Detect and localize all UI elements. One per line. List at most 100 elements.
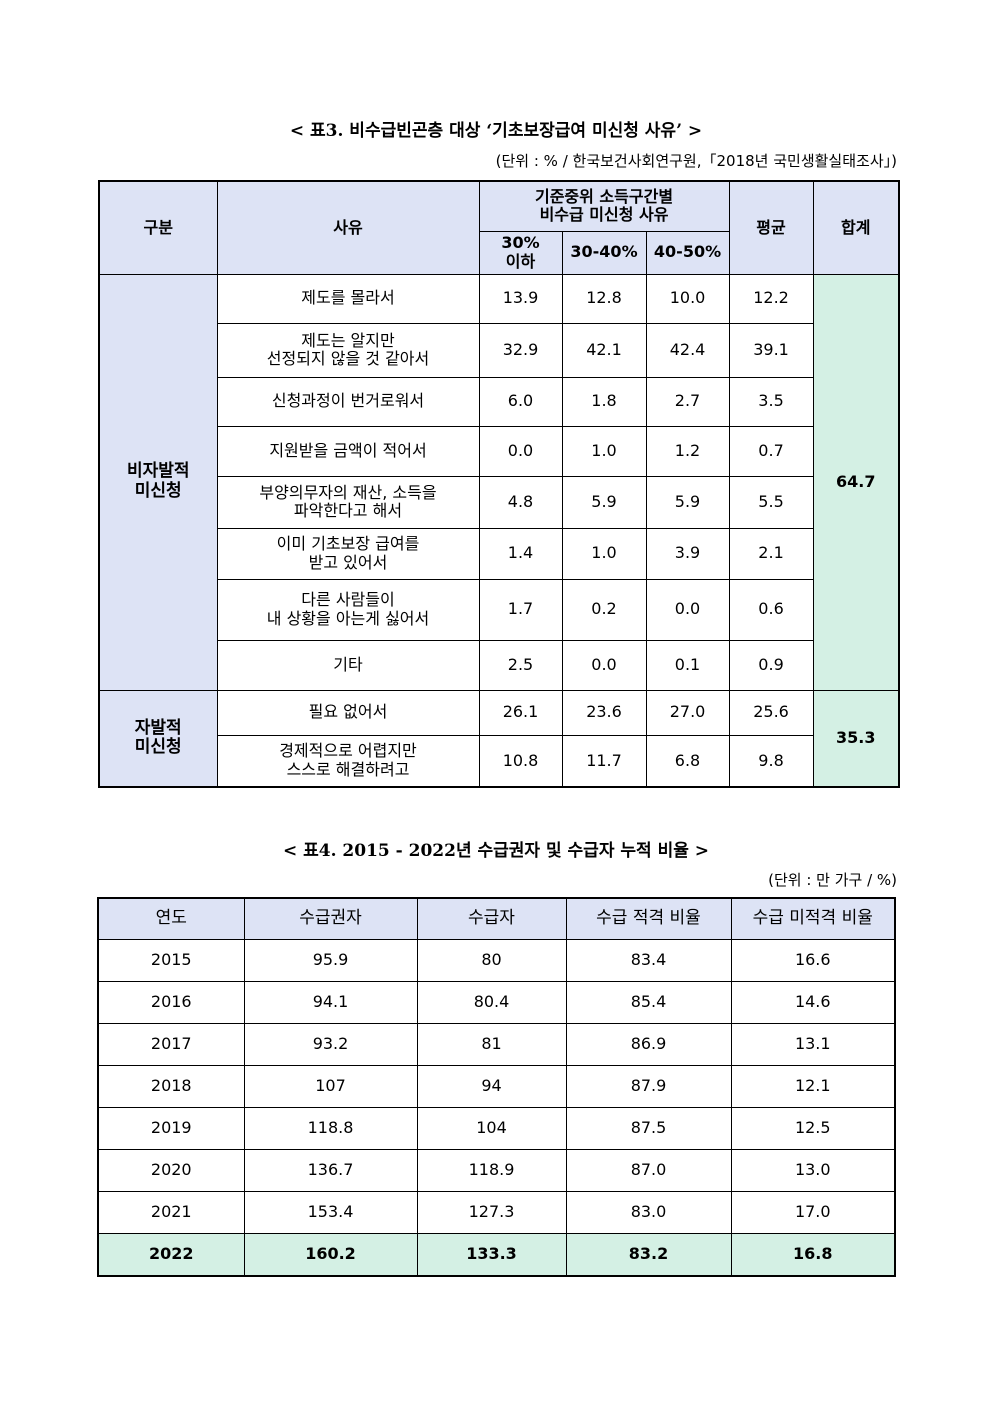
recipients-cell: 133.3 bbox=[416, 1233, 567, 1277]
average-cell: 2.1 bbox=[728, 527, 814, 580]
value-40-50-cell: 10.0 bbox=[645, 273, 730, 324]
table-row: 2021 153.4 127.3 83.0 17.0 bbox=[97, 1191, 896, 1234]
average-cell: 0.9 bbox=[728, 639, 814, 691]
table-row: 이미 기초보장 급여를 받고 있어서 1.4 1.0 3.9 2.1 bbox=[99, 527, 899, 580]
header-eligible: 수급권자 bbox=[243, 897, 418, 940]
group-total: 35.3 bbox=[812, 689, 900, 788]
average-cell: 9.8 bbox=[728, 734, 814, 788]
value-40-50-cell: 2.7 bbox=[645, 376, 730, 427]
year-cell: 2022 bbox=[97, 1233, 245, 1277]
table-row: 지원받을 금액이 적어서 0.0 1.0 1.2 0.7 bbox=[99, 425, 899, 477]
value-40-50-cell: 0.0 bbox=[645, 578, 730, 641]
year-cell: 2015 bbox=[97, 939, 245, 982]
average-cell: 0.6 bbox=[728, 578, 814, 641]
table-row: 제도는 알지만 선정되지 않을 것 같아서 32.9 42.1 42.4 39.1 bbox=[99, 322, 899, 378]
value-30-40-cell: 5.9 bbox=[561, 475, 647, 529]
value-30-cell: 4.8 bbox=[478, 475, 563, 529]
eligible-cell: 94.1 bbox=[243, 981, 418, 1024]
value-30-cell: 10.8 bbox=[478, 734, 563, 788]
year-cell: 2020 bbox=[97, 1149, 245, 1192]
header-reason: 사유 bbox=[216, 180, 480, 275]
eligible-ratio-cell: 83.0 bbox=[565, 1191, 732, 1234]
table-row: 2019 118.8 104 87.5 12.5 bbox=[97, 1107, 896, 1150]
recipients-cell: 118.9 bbox=[416, 1149, 567, 1192]
value-30-40-cell: 42.1 bbox=[561, 322, 647, 378]
year-cell: 2016 bbox=[97, 981, 245, 1024]
eligible-cell: 153.4 bbox=[243, 1191, 418, 1234]
ineligible-ratio-cell: 13.1 bbox=[730, 1023, 896, 1066]
reason-cell: 다른 사람들이 내 상황을 아는게 싫어서 bbox=[216, 578, 480, 641]
value-40-50-cell: 6.8 bbox=[645, 734, 730, 788]
header-average: 평균 bbox=[728, 180, 814, 275]
average-cell: 5.5 bbox=[728, 475, 814, 529]
header-income-group: 기준중위 소득구간별 비수급 미신청 사유 bbox=[478, 180, 730, 232]
table4-title: < 표4. 2015 - 2022년 수급권자 및 수급자 누적 비율 > bbox=[282, 841, 710, 861]
group-label: 비자발적 미신청 bbox=[98, 273, 218, 691]
eligible-cell: 136.7 bbox=[243, 1149, 418, 1192]
table-row: 2015 95.9 80 83.4 16.6 bbox=[97, 939, 896, 982]
average-cell: 25.6 bbox=[728, 689, 814, 736]
value-30-cell: 0.0 bbox=[478, 425, 563, 477]
table-row: 2017 93.2 81 86.9 13.1 bbox=[97, 1023, 896, 1066]
year-cell: 2017 bbox=[97, 1023, 245, 1066]
year-cell: 2018 bbox=[97, 1065, 245, 1108]
group-total: 64.7 bbox=[812, 273, 900, 691]
reason-cell: 제도를 몰라서 bbox=[216, 273, 480, 324]
header-eligible-ratio: 수급 적격 비율 bbox=[565, 897, 732, 940]
value-30-cell: 2.5 bbox=[478, 639, 563, 691]
reason-cell: 기타 bbox=[216, 639, 480, 691]
table3-title: < 표3. 비수급빈곤층 대상 ‘기초보장급여 미신청 사유’ > bbox=[289, 121, 703, 141]
header-total: 합계 bbox=[812, 180, 900, 275]
reason-cell: 이미 기초보장 급여를 받고 있어서 bbox=[216, 527, 480, 580]
value-30-40-cell: 1.0 bbox=[561, 527, 647, 580]
eligible-cell: 107 bbox=[243, 1065, 418, 1108]
reason-cell: 필요 없어서 bbox=[216, 689, 480, 736]
header-recipients: 수급자 bbox=[416, 897, 567, 940]
eligible-ratio-cell: 83.4 bbox=[565, 939, 732, 982]
table-row: 기타 2.5 0.0 0.1 0.9 bbox=[99, 639, 899, 691]
value-30-40-cell: 0.2 bbox=[561, 578, 647, 641]
header-sub-30: 30% 이하 bbox=[478, 230, 563, 275]
value-40-50-cell: 3.9 bbox=[645, 527, 730, 580]
value-30-40-cell: 23.6 bbox=[561, 689, 647, 736]
eligible-cell: 93.2 bbox=[243, 1023, 418, 1066]
value-30-40-cell: 0.0 bbox=[561, 639, 647, 691]
value-40-50-cell: 1.2 bbox=[645, 425, 730, 477]
reason-cell: 경제적으로 어렵지만 스스로 해결하려고 bbox=[216, 734, 480, 788]
reason-cell: 지원받을 금액이 적어서 bbox=[216, 425, 480, 477]
value-30-cell: 13.9 bbox=[478, 273, 563, 324]
ineligible-ratio-cell: 17.0 bbox=[730, 1191, 896, 1234]
reason-table: 구분 사유 기준중위 소득구간별 비수급 미신청 사유 평균 합계 30% 이하… bbox=[98, 180, 901, 788]
value-30-cell: 1.7 bbox=[478, 578, 563, 641]
ineligible-ratio-cell: 16.6 bbox=[730, 939, 896, 982]
average-cell: 0.7 bbox=[728, 425, 814, 477]
reason-cell: 신청과정이 번거로워서 bbox=[216, 376, 480, 427]
table-row: 2022 160.2 133.3 83.2 16.8 bbox=[97, 1233, 896, 1277]
eligible-ratio-cell: 85.4 bbox=[565, 981, 732, 1024]
value-30-40-cell: 11.7 bbox=[561, 734, 647, 788]
eligible-ratio-cell: 87.9 bbox=[565, 1065, 732, 1108]
header-sub-30-40: 30-40% bbox=[561, 230, 647, 275]
value-40-50-cell: 27.0 bbox=[645, 689, 730, 736]
ineligible-ratio-cell: 12.5 bbox=[730, 1107, 896, 1150]
group-label: 자발적 미신청 bbox=[98, 689, 218, 788]
value-30-40-cell: 12.8 bbox=[561, 273, 647, 324]
recipient-ratio-table: 연도 수급권자 수급자 수급 적격 비율 수급 미적격 비율 2015 95.9 8… bbox=[97, 897, 896, 1277]
eligible-ratio-cell: 87.0 bbox=[565, 1149, 732, 1192]
header-sub-40-50: 40-50% bbox=[645, 230, 730, 275]
eligible-cell: 95.9 bbox=[243, 939, 418, 982]
year-cell: 2021 bbox=[97, 1191, 245, 1234]
eligible-cell: 118.8 bbox=[243, 1107, 418, 1150]
value-40-50-cell: 5.9 bbox=[645, 475, 730, 529]
reason-cell: 제도는 알지만 선정되지 않을 것 같아서 bbox=[216, 322, 480, 378]
value-30-40-cell: 1.8 bbox=[561, 376, 647, 427]
ineligible-ratio-cell: 12.1 bbox=[730, 1065, 896, 1108]
recipients-cell: 80.4 bbox=[416, 981, 567, 1024]
value-30-40-cell: 1.0 bbox=[561, 425, 647, 477]
header-year: 연도 bbox=[97, 897, 245, 940]
value-30-cell: 26.1 bbox=[478, 689, 563, 736]
header-category: 구분 bbox=[98, 180, 218, 275]
year-cell: 2019 bbox=[97, 1107, 245, 1150]
value-40-50-cell: 42.4 bbox=[645, 322, 730, 378]
ineligible-ratio-cell: 14.6 bbox=[730, 981, 896, 1024]
